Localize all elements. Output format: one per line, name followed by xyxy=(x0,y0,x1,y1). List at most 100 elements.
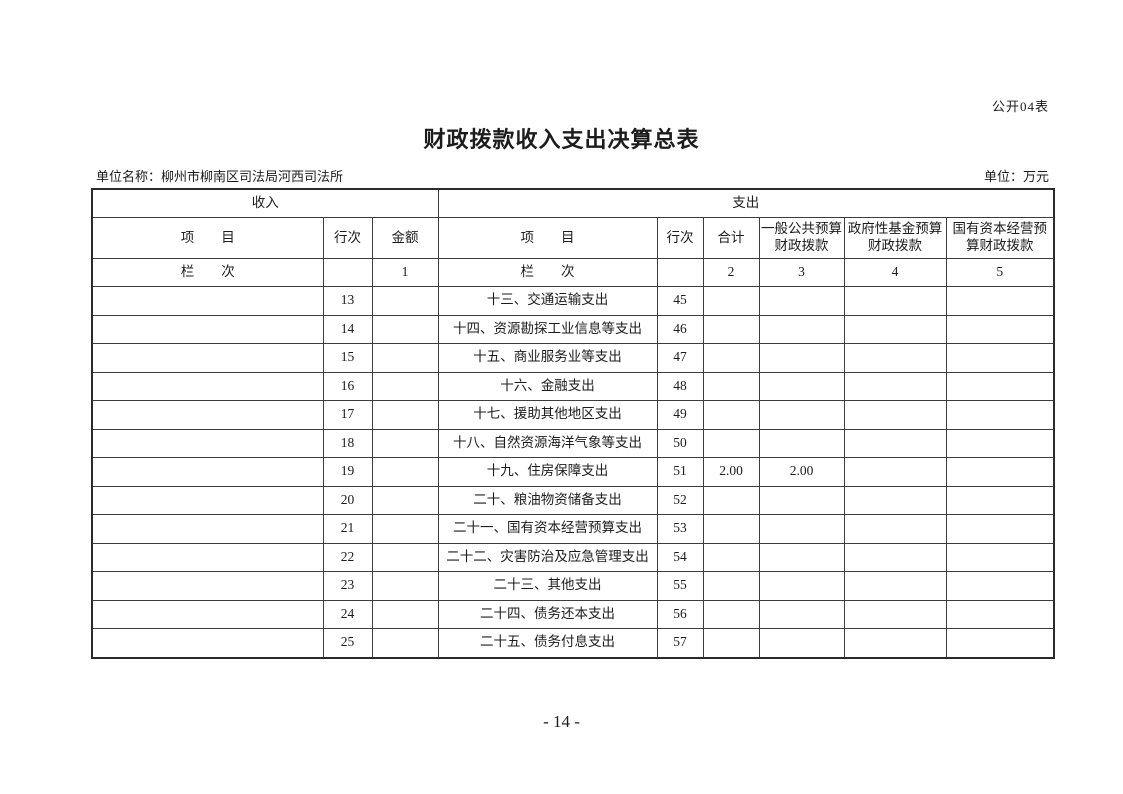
expense-item-cell: 十四、资源勘探工业信息等支出 xyxy=(437,314,658,344)
income-amount-cell xyxy=(371,314,439,344)
income-index-label: 栏 次 xyxy=(91,258,324,287)
income-amount-cell xyxy=(371,628,439,658)
income-amount-cell xyxy=(371,457,439,487)
table-row: 19 十九、住房保障支出 51 2.00 2.00 xyxy=(91,457,1055,487)
expense-item-cell: 二十一、国有资本经营预算支出 xyxy=(437,514,658,544)
gov-fund-budget-cell xyxy=(843,428,947,458)
expense-total-cell xyxy=(702,514,760,544)
income-item-cell xyxy=(91,457,324,487)
expense-item-header: 项 目 xyxy=(437,217,658,259)
income-rowno-cell: 22 xyxy=(322,542,373,572)
income-item-cell xyxy=(91,314,324,344)
gov-fund-budget-cell xyxy=(843,314,947,344)
gov-fund-budget-cell xyxy=(843,286,947,316)
table-row: 25 二十五、债务付息支出 57 xyxy=(91,628,1055,658)
table-row: 13 十三、交通运输支出 45 xyxy=(91,286,1055,316)
state-capital-budget-cell xyxy=(945,628,1055,658)
table-row: 14 十四、资源勘探工业信息等支出 46 xyxy=(91,314,1055,344)
budget-table: 收入 支出 项 目 行次 金额 项 目 行次 合计 一般公共预算财政拨款 政府性… xyxy=(91,188,1055,659)
income-amount-cell xyxy=(371,400,439,430)
state-capital-budget-cell xyxy=(945,542,1055,572)
expense-item-cell: 二十三、其他支出 xyxy=(437,571,658,601)
table-row: 22 二十二、灾害防治及应急管理支出 54 xyxy=(91,542,1055,572)
income-rowno-header: 行次 xyxy=(322,217,373,259)
table-row: 17 十七、援助其他地区支出 49 xyxy=(91,400,1055,430)
general-budget-cell xyxy=(758,628,845,658)
gov-fund-budget-cell xyxy=(843,400,947,430)
income-rowno-cell: 25 xyxy=(322,628,373,658)
state-capital-budget-cell xyxy=(945,400,1055,430)
income-rowno-cell: 13 xyxy=(322,286,373,316)
table-row: 20 二十、粮油物资储备支出 52 xyxy=(91,485,1055,515)
expense-item-cell: 十八、自然资源海洋气象等支出 xyxy=(437,428,658,458)
expense-rowno-cell: 48 xyxy=(656,371,704,401)
expense-total-cell: 2.00 xyxy=(702,457,760,487)
table-row: 23 二十三、其他支出 55 xyxy=(91,571,1055,601)
income-rowno-cell: 19 xyxy=(322,457,373,487)
income-item-cell xyxy=(91,343,324,373)
state-capital-budget-cell xyxy=(945,428,1055,458)
income-amount-cell xyxy=(371,599,439,629)
expense-item-cell: 二十四、债务还本支出 xyxy=(437,599,658,629)
expense-rowno-cell: 54 xyxy=(656,542,704,572)
gov-fund-budget-cell xyxy=(843,571,947,601)
table-row: 16 十六、金融支出 48 xyxy=(91,371,1055,401)
expense-item-cell: 二十五、债务付息支出 xyxy=(437,628,658,658)
expense-rowno-cell: 53 xyxy=(656,514,704,544)
column-header-row: 项 目 行次 金额 项 目 行次 合计 一般公共预算财政拨款 政府性基金预算财政… xyxy=(91,217,1055,259)
expense-rowno-cell: 55 xyxy=(656,571,704,601)
expense-section-header: 支出 xyxy=(437,188,1055,218)
gov-fund-budget-cell xyxy=(843,343,947,373)
expense-item-cell: 二十二、灾害防治及应急管理支出 xyxy=(437,542,658,572)
unit-name: 单位名称：柳州市柳南区司法局河西司法所 xyxy=(96,169,344,184)
income-item-cell xyxy=(91,628,324,658)
gov-fund-index: 4 xyxy=(843,258,947,287)
state-capital-index: 5 xyxy=(945,258,1055,287)
general-budget-cell xyxy=(758,599,845,629)
state-capital-budget-cell xyxy=(945,485,1055,515)
income-rowno-cell: 23 xyxy=(322,571,373,601)
gov-fund-budget-cell xyxy=(843,542,947,572)
income-item-cell xyxy=(91,286,324,316)
income-rowno-cell: 16 xyxy=(322,371,373,401)
income-item-header: 项 目 xyxy=(91,217,324,259)
state-capital-budget-cell xyxy=(945,514,1055,544)
page-title: 财政拨款收入支出决算总表 xyxy=(423,127,700,152)
income-amount-cell xyxy=(371,428,439,458)
expense-item-cell: 十六、金融支出 xyxy=(437,371,658,401)
income-amount-header: 金额 xyxy=(371,217,439,259)
table-row: 21 二十一、国有资本经营预算支出 53 xyxy=(91,514,1055,544)
state-capital-budget-cell xyxy=(945,314,1055,344)
income-rowno-index xyxy=(322,258,373,287)
table-row: 24 二十四、债务还本支出 56 xyxy=(91,599,1055,629)
expense-rowno-cell: 50 xyxy=(656,428,704,458)
gov-fund-budget-cell xyxy=(843,628,947,658)
state-capital-budget-header: 国有资本经营预算财政拨款 xyxy=(945,217,1055,259)
income-item-cell xyxy=(91,571,324,601)
total-index: 2 xyxy=(702,258,760,287)
general-budget-cell xyxy=(758,542,845,572)
general-budget-cell xyxy=(758,428,845,458)
income-item-cell xyxy=(91,400,324,430)
income-amount-cell xyxy=(371,343,439,373)
expense-total-cell xyxy=(702,542,760,572)
expense-rowno-header: 行次 xyxy=(656,217,704,259)
expense-item-cell: 十三、交通运输支出 xyxy=(437,286,658,316)
gov-fund-budget-cell xyxy=(843,371,947,401)
general-budget-cell xyxy=(758,400,845,430)
meta-row: 单位名称：柳州市柳南区司法局河西司法所 单位：万元 xyxy=(96,166,1049,185)
expense-total-cell xyxy=(702,400,760,430)
section-header-row: 收入 支出 xyxy=(91,188,1055,218)
gov-fund-budget-header: 政府性基金预算财政拨款 xyxy=(843,217,947,259)
table-row: 15 十五、商业服务业等支出 47 xyxy=(91,343,1055,373)
expense-rowno-cell: 57 xyxy=(656,628,704,658)
income-section-header: 收入 xyxy=(91,188,439,218)
expense-total-cell xyxy=(702,286,760,316)
income-item-cell xyxy=(91,371,324,401)
income-rowno-cell: 15 xyxy=(322,343,373,373)
state-capital-budget-cell xyxy=(945,371,1055,401)
general-budget-cell xyxy=(758,514,845,544)
expense-item-cell: 十七、援助其他地区支出 xyxy=(437,400,658,430)
income-item-cell xyxy=(91,485,324,515)
